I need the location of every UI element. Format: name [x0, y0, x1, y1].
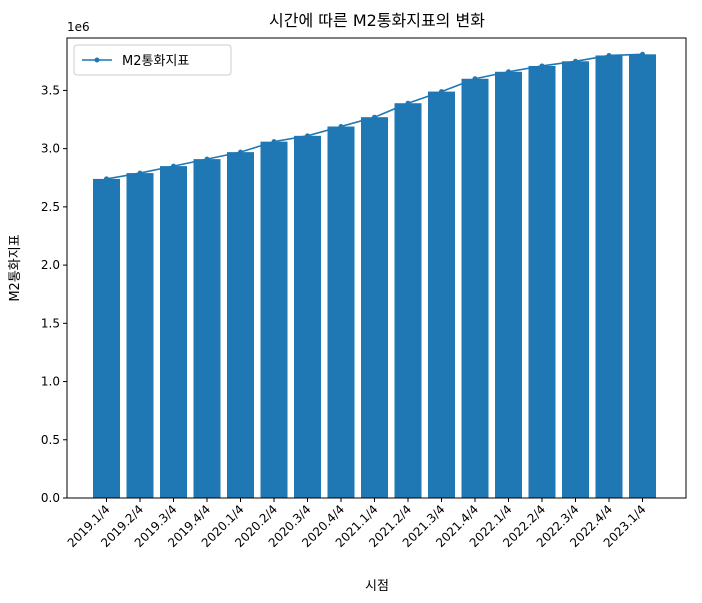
bar-2022.2/4: [528, 65, 556, 498]
bar-2020.4/4: [327, 126, 355, 498]
line-point-2019.4/4: [204, 156, 210, 162]
bar-2020.3/4: [294, 135, 321, 498]
x-axis-title: 시점: [365, 579, 389, 594]
bar-2021.2/4: [394, 103, 422, 499]
y-tick-label: 0.0: [41, 491, 60, 505]
legend-label: M2통화지표: [122, 54, 189, 69]
bar-2019.3/4: [160, 166, 187, 499]
y-tick-label: 0.5: [41, 433, 60, 447]
y-axis-ticks: 0.0 0.5 1.0 1.5 2.0 2.5 3.0 3.5: [41, 83, 67, 505]
y-tick-label: 2.0: [41, 258, 60, 272]
line-point-2022.3/4: [573, 58, 578, 64]
bar-2021.3/4: [428, 91, 455, 499]
line-point-2021.1/4: [372, 114, 377, 120]
line-point-2022.1/4: [506, 69, 511, 75]
line-point-2021.4/4: [472, 76, 478, 82]
line-point-2022.4/4: [606, 52, 612, 58]
y-tick-label: 1.0: [41, 375, 60, 389]
line-point-2021.3/4: [439, 89, 444, 95]
bar-2022.1/4: [495, 71, 522, 498]
bar-2022.4/4: [595, 55, 623, 498]
y-tick-label: 3.0: [41, 142, 60, 156]
line-point-2020.2/4: [271, 139, 277, 145]
line-point-2020.3/4: [305, 133, 310, 139]
bar-2022.3/4: [562, 61, 589, 498]
legend-box: [73, 44, 232, 76]
legend-point-marker: [94, 57, 100, 63]
bar-2021.4/4: [461, 78, 489, 498]
y-tick-label: 2.5: [41, 200, 60, 214]
line-point-2019.2/4: [137, 170, 143, 176]
line-point-2019.1/4: [104, 176, 109, 182]
y-multiplier-label: 1e6: [67, 20, 90, 34]
bar-2020.2/4: [260, 141, 288, 498]
bars-group: [93, 54, 656, 499]
legend: M2통화지표: [73, 44, 232, 76]
bar-2020.1/4: [227, 152, 254, 498]
line-point-2023.1/4: [640, 51, 645, 57]
plot-frame: [66, 37, 687, 499]
bar-2021.1/4: [361, 117, 388, 498]
bar-2023.1/4: [629, 54, 656, 498]
line-point-2019.3/4: [171, 163, 176, 169]
line-point-2021.2/4: [405, 100, 411, 106]
line-point-2020.4/4: [338, 124, 344, 130]
line-point-2020.1/4: [238, 149, 243, 155]
chart-title: 시간에 따른 M2통화지표의 변화: [269, 11, 485, 30]
line-point-2022.2/4: [539, 63, 545, 69]
line-series-group: [104, 51, 645, 182]
bar-2019.2/4: [126, 173, 154, 498]
y-tick-label: 3.5: [41, 83, 60, 97]
y-axis-title: M2통화지표: [8, 234, 23, 301]
y-tick-label: 1.5: [41, 316, 60, 330]
bar-2019.4/4: [193, 159, 221, 498]
bar-2019.1/4: [93, 178, 120, 499]
